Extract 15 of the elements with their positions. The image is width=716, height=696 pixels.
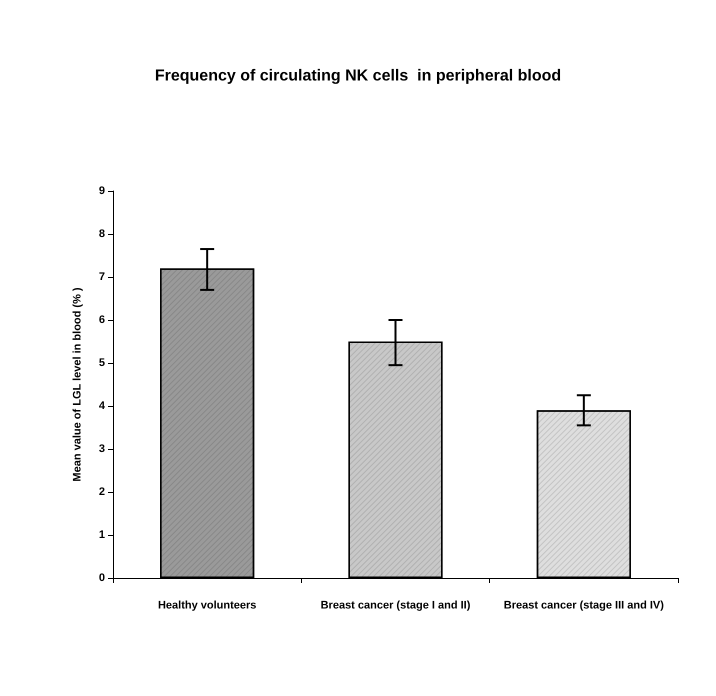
y-tick-label: 4 xyxy=(98,400,106,412)
y-tick-label: 2 xyxy=(98,486,105,498)
x-tick-label: Breast cancer (stage I and II) xyxy=(320,600,471,612)
y-tick-label: 8 xyxy=(98,228,105,240)
y-tick-label: 1 xyxy=(98,529,105,541)
y-tick-label: 7 xyxy=(98,271,105,283)
y-tick-label: 0 xyxy=(98,572,105,584)
x-tick-label: Breast cancer (stage III and IV) xyxy=(504,600,664,612)
chart-title: Frequency of circulating NK cells in peripheral blood xyxy=(154,68,562,84)
y-tick-label: 3 xyxy=(98,443,105,455)
x-tick-label: Healthy volunteers xyxy=(158,600,256,612)
y-tick-label: 9 xyxy=(98,185,105,197)
y-axis-title: Mean value of LGL level in blood (% ) xyxy=(72,287,84,482)
y-tick-label: 6 xyxy=(98,314,105,326)
y-tick-label: 5 xyxy=(98,357,105,369)
